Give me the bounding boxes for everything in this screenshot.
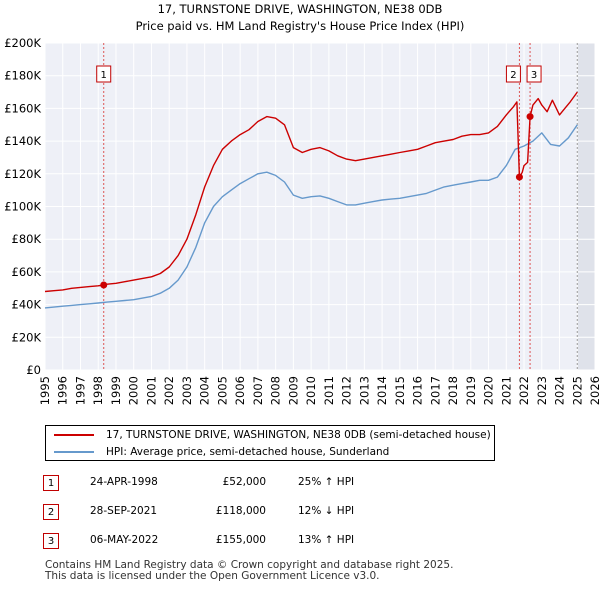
transaction-date: 24-APR-1998 [90,476,158,488]
x-tick-label: 2005 [215,376,229,405]
y-tick-label: £120K [4,167,41,181]
y-tick-label: £160K [4,101,41,115]
x-tick-label: 2003 [180,376,194,405]
chart-title: 17, TURNSTONE DRIVE, WASHINGTON, NE38 0D… [158,2,443,16]
marker-box-1 [96,65,112,83]
marker-box-2 [505,65,521,83]
price-chart: 17, TURNSTONE DRIVE, WASHINGTON, NE38 0D… [4,2,600,405]
x-tick-label: 2006 [233,376,247,405]
footer-attribution: Contains HM Land Registry data © Crown c… [45,560,453,582]
transaction-date: 06-MAY-2022 [90,534,159,546]
chart-legend: 17, TURNSTONE DRIVE, WASHINGTON, NE38 0D… [45,425,495,461]
sale-point-1 [100,281,108,289]
transaction-price: £52,000 [222,476,266,488]
y-tick-label: £0 [26,363,41,377]
x-tick-label: 1997 [73,376,87,405]
sale-point-2 [515,173,523,181]
x-tick-label: 1995 [38,376,52,405]
y-tick-label: £180K [4,69,41,83]
x-tick-label: 2004 [198,376,212,405]
table-row: 1 24-APR-1998 £52,000 25% ↑ HPI [40,475,420,504]
x-tick-label: 2016 [411,376,425,405]
y-tick-label: £40K [12,298,42,312]
x-tick-label: 2022 [517,376,531,405]
marker-label-1: 1 [101,70,107,81]
legend-item-hpi: HPI: Average price, semi-detached house,… [54,444,389,460]
x-tick-label: 2013 [357,376,371,405]
x-tick-label: 2011 [322,376,336,405]
x-tick-label: 2007 [251,376,265,405]
transaction-number: 1 [43,475,59,491]
transaction-hpi-diff: 12% ↓ HPI [298,505,355,517]
transaction-number: 2 [43,504,59,520]
x-tick-label: 2002 [162,376,176,405]
footer-line-licence: This data is licensed under the Open Gov… [45,570,380,582]
y-tick-label: £60K [12,265,42,279]
x-tick-label: 2024 [553,376,567,405]
legend-label-property: 17, TURNSTONE DRIVE, WASHINGTON, NE38 0D… [106,429,491,441]
x-tick-label: 2021 [499,376,513,405]
x-tick-label: 2025 [570,376,584,405]
table-row: 3 06-MAY-2022 £155,000 13% ↑ HPI [40,533,420,562]
x-tick-label: 2017 [428,376,442,405]
legend-swatch-hpi [54,451,94,453]
x-tick-label: 1998 [91,376,105,405]
x-tick-label: 2014 [375,376,389,405]
footer-line-copyright: Contains HM Land Registry data © Crown c… [45,559,454,571]
transactions-table: 1 24-APR-1998 £52,000 25% ↑ HPI 2 28-SEP… [40,475,420,562]
x-tick-label: 1996 [56,376,70,405]
chart-subtitle: Price paid vs. HM Land Registry's House … [136,19,465,33]
transaction-hpi-diff: 25% ↑ HPI [298,476,355,488]
x-tick-label: 2015 [393,376,407,405]
y-tick-label: £140K [4,134,41,148]
sale-point-3 [526,113,534,121]
series-line-property [44,91,578,293]
x-tick-label: 2008 [269,376,283,405]
transaction-hpi-diff: 13% ↑ HPI [298,534,355,546]
marker-box-3 [526,65,542,83]
x-tick-label: 2009 [286,376,300,405]
x-tick-label: 2001 [144,376,158,405]
transaction-price: £118,000 [215,505,266,517]
transaction-price: £155,000 [215,534,266,546]
x-tick-label: 2012 [340,376,354,405]
legend-swatch-property [54,434,94,436]
transaction-date: 28-SEP-2021 [90,505,158,517]
transaction-number: 3 [43,533,59,549]
x-tick-label: 2000 [127,376,141,405]
x-tick-label: 2018 [446,376,460,405]
x-tick-label: 2010 [304,376,318,405]
x-tick-label: 2019 [464,376,478,405]
marker-label-2: 2 [510,70,516,81]
x-tick-label: 2023 [535,376,549,405]
table-row: 2 28-SEP-2021 £118,000 12% ↓ HPI [40,504,420,533]
legend-item-property: 17, TURNSTONE DRIVE, WASHINGTON, NE38 0D… [54,427,491,443]
x-tick-label: 2026 [588,376,600,405]
y-tick-label: £200K [4,36,41,50]
x-tick-label: 1999 [109,376,123,405]
marker-label-3: 3 [531,70,537,81]
y-tick-label: £20K [12,330,42,344]
y-tick-label: £80K [12,232,42,246]
x-tick-label: 2020 [482,376,496,405]
y-tick-label: £100K [4,200,41,214]
series-line-hpi [44,124,578,309]
legend-label-hpi: HPI: Average price, semi-detached house,… [106,446,390,458]
